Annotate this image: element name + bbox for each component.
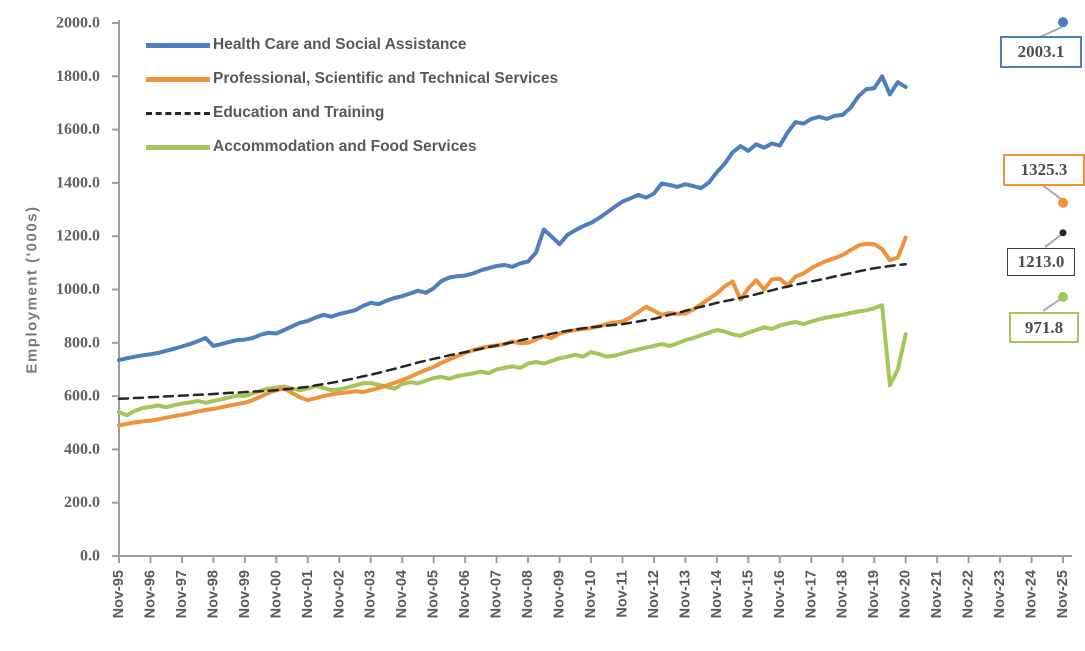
end-label-professional: 1325.3 bbox=[1003, 154, 1085, 186]
x-tick-label: Nov-04 bbox=[394, 570, 410, 618]
end-label-value: 2003.1 bbox=[1017, 42, 1065, 61]
leader-line bbox=[1044, 234, 1062, 248]
legend-label: Education and Training bbox=[213, 104, 385, 121]
legend-item-health-care: Health Care and Social Assistance bbox=[146, 36, 558, 54]
x-tick-label: Nov-14 bbox=[709, 570, 725, 618]
x-tick-label: Nov-03 bbox=[363, 570, 379, 618]
y-tick-label: 1800.0 bbox=[56, 68, 100, 85]
y-tick-label: 400.0 bbox=[64, 441, 100, 458]
y-tick-label: 1400.0 bbox=[56, 174, 100, 191]
end-marker-accommodation bbox=[1058, 292, 1069, 303]
legend-item-professional: Professional, Scientific and Technical S… bbox=[146, 70, 558, 88]
legend: Health Care and Social Assistance Profes… bbox=[146, 36, 558, 172]
x-tick-label: Nov-11 bbox=[614, 570, 630, 618]
x-tick-label: Nov-07 bbox=[489, 570, 505, 618]
legend-label: Accommodation and Food Services bbox=[213, 138, 477, 155]
series-line-education bbox=[117, 262, 907, 401]
x-tick-label: Nov-12 bbox=[646, 570, 662, 618]
legend-swatch-accommodation bbox=[146, 144, 210, 150]
legend-swatch-health-care bbox=[146, 42, 210, 48]
x-tick-label: Nov-09 bbox=[552, 570, 568, 618]
x-tick-label: Nov-22 bbox=[961, 570, 977, 618]
y-tick-label: 0.0 bbox=[80, 548, 100, 565]
series-line-health-care bbox=[117, 74, 908, 363]
end-marker-education bbox=[1059, 229, 1067, 237]
x-tick-label: Nov-01 bbox=[300, 570, 316, 618]
x-tick-label: Nov-95 bbox=[111, 570, 127, 618]
y-tick-label: 200.0 bbox=[64, 494, 100, 511]
x-tick-label: Nov-25 bbox=[1055, 570, 1071, 618]
y-tick-label: 1200.0 bbox=[56, 228, 100, 245]
x-tick-label: Nov-15 bbox=[740, 570, 756, 618]
end-label-value: 1325.3 bbox=[1020, 160, 1068, 179]
x-tick-label: Nov-17 bbox=[803, 570, 819, 618]
end-label-value: 1213.0 bbox=[1017, 252, 1065, 271]
x-tick-label: Nov-23 bbox=[992, 570, 1008, 618]
x-tick-label: Nov-16 bbox=[772, 570, 788, 618]
end-label-accommodation: 971.8 bbox=[1009, 312, 1079, 343]
legend-label: Professional, Scientific and Technical S… bbox=[213, 70, 559, 87]
x-tick-label: Nov-08 bbox=[520, 570, 536, 618]
legend-item-education: Education and Training bbox=[146, 104, 558, 122]
x-tick-label: Nov-00 bbox=[268, 570, 284, 618]
x-tick-label: Nov-02 bbox=[331, 570, 347, 618]
end-marker-professional bbox=[1058, 197, 1069, 208]
x-tick-label: Nov-20 bbox=[898, 570, 914, 618]
end-label-value: 971.8 bbox=[1024, 317, 1064, 337]
x-tick-label: Nov-24 bbox=[1024, 570, 1040, 618]
x-tick-label: Nov-97 bbox=[174, 570, 190, 618]
end-marker-health-care bbox=[1058, 17, 1069, 28]
legend-item-accommodation: Accommodation and Food Services bbox=[146, 138, 558, 156]
x-tick-label: Nov-10 bbox=[583, 570, 599, 618]
series-line-accommodation bbox=[117, 303, 908, 418]
legend-label: Health Care and Social Assistance bbox=[213, 36, 467, 53]
end-label-health-care: 2003.1 bbox=[1000, 36, 1082, 68]
x-tick-label: Nov-98 bbox=[205, 570, 221, 618]
y-tick-label: 2000.0 bbox=[56, 15, 100, 32]
leader-line bbox=[1039, 26, 1063, 38]
x-tick-label: Nov-99 bbox=[237, 570, 253, 618]
y-tick-label: 600.0 bbox=[64, 388, 100, 405]
y-tick-label: 800.0 bbox=[64, 334, 100, 351]
leader-line bbox=[1040, 183, 1062, 200]
x-tick-label: Nov-21 bbox=[929, 570, 945, 618]
y-tick-label: 1000.0 bbox=[56, 281, 100, 298]
x-tick-label: Nov-05 bbox=[426, 570, 442, 618]
y-axis-title: Employment ('000s) bbox=[23, 205, 41, 374]
x-tick-label: Nov-06 bbox=[457, 570, 473, 618]
end-label-education: 1213.0 bbox=[1007, 248, 1075, 276]
legend-swatch-education bbox=[146, 111, 210, 115]
y-tick-label: 1600.0 bbox=[56, 121, 100, 138]
x-tick-label: Nov-18 bbox=[835, 570, 851, 618]
leader-line bbox=[1042, 299, 1060, 312]
legend-swatch-professional bbox=[146, 76, 210, 82]
x-tick-label: Nov-13 bbox=[677, 570, 693, 618]
x-tick-label: Nov-19 bbox=[866, 570, 882, 618]
x-tick-label: Nov-96 bbox=[142, 570, 158, 618]
